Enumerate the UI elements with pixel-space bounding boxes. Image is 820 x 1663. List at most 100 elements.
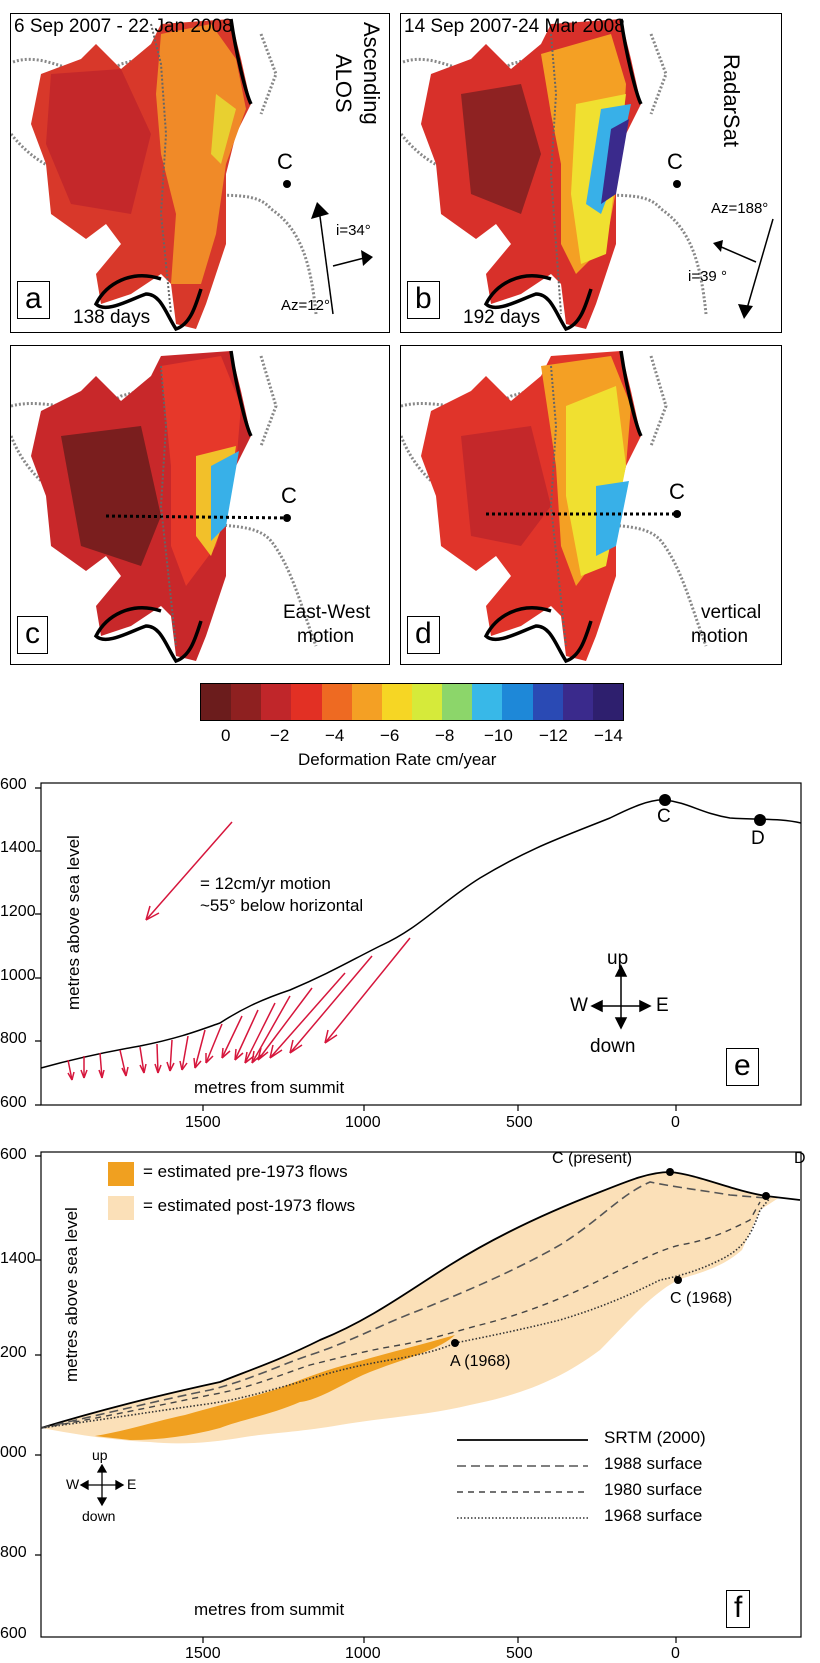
panel-b: 14 Sep 2007-24 Mar 2008 RadarSat C Az=18…: [400, 13, 782, 333]
e-xtick: 1000: [345, 1114, 381, 1131]
panel-d-caption-line2: motion: [691, 626, 749, 647]
panel-a-point: C: [277, 149, 293, 174]
panel-a-days: 138 days: [73, 307, 151, 328]
f-ytick: 200: [0, 1344, 27, 1361]
panel-c-point: C: [281, 483, 297, 508]
e-ytick: 1000: [0, 967, 36, 984]
panel-e: 600 1400 1200 1000 800 600 1500 1000 500…: [0, 776, 820, 1131]
e-ytick: 800: [0, 1030, 27, 1047]
deformation-map-b: [401, 18, 774, 332]
f-point-c-present: C (present): [552, 1150, 633, 1167]
panel-a-sensor-line2: ALOS: [331, 54, 356, 113]
legend-swatch-post1973: [108, 1196, 134, 1220]
f-ytick: 600: [0, 1625, 27, 1642]
e-legend-line1: = 12cm/yr motion: [200, 874, 331, 893]
f-ytick: 800: [0, 1544, 27, 1561]
f-xtick: 0: [671, 1645, 680, 1662]
profile-plot-e: [35, 782, 802, 1111]
colorbar-swatch: [592, 684, 623, 720]
panel-c-caption-line2: motion: [297, 626, 355, 647]
panel-a-sensor-line1: Ascending: [359, 22, 384, 125]
f-line-srtm: SRTM (2000): [604, 1428, 706, 1447]
panel-c-caption-line1: East-West: [283, 602, 371, 623]
panel-a-azimuth: Az=12°: [281, 297, 330, 314]
colorbar-swatch: [472, 684, 503, 720]
f-point-a-1968: A (1968): [450, 1353, 511, 1370]
f-legend-pre1973: = estimated pre-1973 flows: [143, 1162, 348, 1181]
f-line-1980: 1980 surface: [604, 1480, 703, 1499]
panel-b-incidence: i=39 °: [688, 268, 727, 285]
panel-f-label: f: [726, 1590, 751, 1628]
e-compass-w: W: [570, 995, 588, 1016]
deformation-map-c: [11, 350, 318, 664]
f-xtick: 1500: [185, 1645, 221, 1662]
e-legend-line2: ~55° below horizontal: [200, 896, 364, 915]
colorbar-swatch: [321, 684, 352, 720]
panel-a-label: a: [17, 281, 50, 319]
f-compass-up: up: [92, 1447, 108, 1463]
colorbar-tick: −14: [594, 726, 623, 745]
panel-d-point: C: [669, 479, 685, 504]
e-xlabel: metres from summit: [194, 1078, 345, 1097]
colorbar-tick: −6: [380, 726, 400, 745]
f-ytick: 600: [0, 1146, 27, 1163]
e-point-d: D: [751, 828, 765, 849]
f-ylabel: metres above sea level: [62, 1207, 81, 1382]
colorbar-swatch: [381, 684, 412, 720]
panel-c: C c East-West motion: [10, 345, 390, 665]
f-xtick: 500: [506, 1645, 533, 1662]
e-point-c: C: [657, 806, 671, 827]
f-compass-e: E: [127, 1476, 137, 1492]
panel-b-point: C: [667, 149, 683, 174]
panel-f: 600 1400 200 000 800 600 1500 1000 500 0…: [0, 1146, 820, 1662]
f-xlabel: metres from summit: [194, 1600, 345, 1619]
colorbar-swatch: [562, 684, 593, 720]
compass-rose: [590, 964, 652, 1030]
colorbar-swatch: [411, 684, 443, 720]
panel-d-label: d: [407, 616, 440, 654]
f-line-1968: 1968 surface: [604, 1506, 703, 1525]
colorbar-swatch: [351, 684, 382, 720]
colorbar-tick: 0: [221, 726, 231, 745]
panel-a-incidence: i=34°: [336, 222, 371, 239]
e-compass-e: E: [656, 995, 669, 1016]
e-xtick: 1500: [185, 1114, 221, 1131]
e-ytick: 600: [0, 1094, 27, 1111]
f-compass-down: down: [82, 1508, 116, 1524]
f-legend-post1973: = estimated post-1973 flows: [143, 1196, 356, 1215]
panel-a: 6 Sep 2007 - 22 Jan 2008 Ascending ALOS …: [10, 13, 390, 333]
e-ytick: 1200: [0, 903, 36, 920]
panel-a-date: 6 Sep 2007 - 22 Jan 2008: [14, 16, 233, 37]
panel-d: C d vertical motion: [400, 345, 782, 665]
e-ylabel: metres above sea level: [64, 835, 83, 1010]
colorbar-swatch: [442, 684, 473, 720]
colorbar-swatch: [261, 684, 292, 720]
panel-b-days: 192 days: [463, 307, 541, 328]
deformation-map-a: [11, 18, 373, 332]
colorbar-tick: −10: [484, 726, 513, 745]
panel-b-date: 14 Sep 2007-24 Mar 2008: [404, 16, 625, 37]
colorbar-swatch: [291, 684, 322, 720]
profile-plot-f: [35, 1151, 802, 1643]
colorbar: [200, 683, 624, 721]
colorbar-swatch: [231, 684, 262, 720]
f-ytick: 1400: [0, 1250, 36, 1267]
panel-b-label: b: [407, 281, 440, 319]
panel-d-caption-line1: vertical: [701, 602, 762, 623]
legend-swatch-pre1973: [108, 1162, 134, 1186]
f-ytick: 000: [0, 1444, 27, 1461]
motion-arrows: [67, 821, 411, 1081]
e-compass-down: down: [590, 1036, 636, 1057]
f-point-c-1968: C (1968): [670, 1290, 733, 1307]
colorbar-swatch: [532, 684, 563, 720]
colorbar-tick: −2: [270, 726, 290, 745]
f-compass-w: W: [66, 1476, 80, 1492]
e-compass-up: up: [607, 948, 629, 969]
colorbar-label: Deformation Rate cm/year: [298, 750, 497, 769]
colorbar-swatch: [502, 684, 533, 720]
e-ytick: 600: [0, 776, 27, 793]
colorbar-tick: −12: [539, 726, 568, 745]
f-point-d: D: [794, 1150, 806, 1167]
compass-rose-f: [79, 1463, 125, 1507]
f-line-1988: 1988 surface: [604, 1454, 703, 1473]
